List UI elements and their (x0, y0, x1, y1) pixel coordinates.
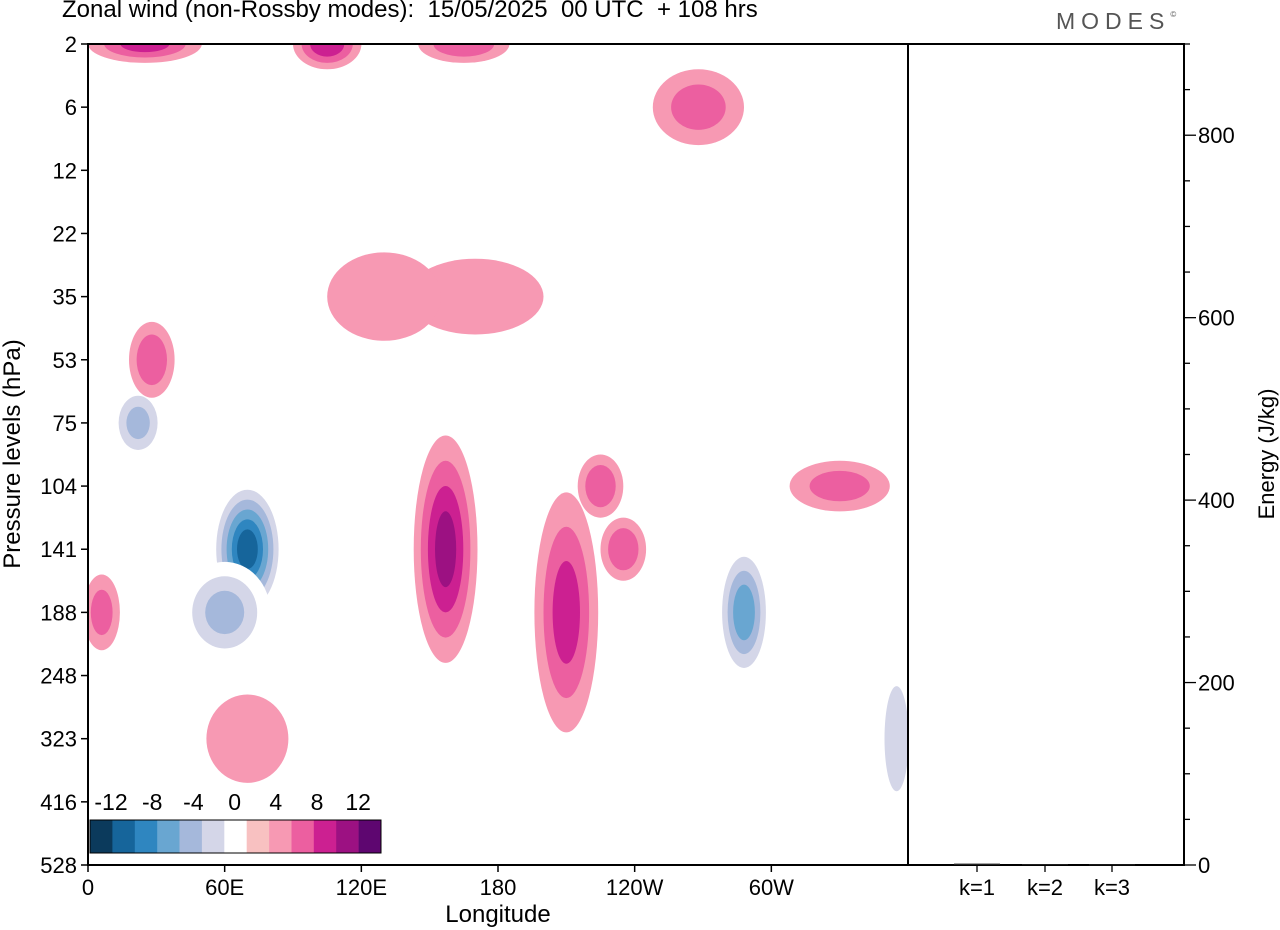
colorbar-tick-label: -12 (94, 789, 127, 815)
modes-logo: MODES© (1056, 8, 1176, 35)
colorbar-swatch (157, 820, 180, 853)
energy-bar (1022, 864, 1068, 866)
x-axis-label: Longitude (445, 901, 550, 928)
heatmap-contour-15-2 (310, 44, 345, 57)
energy-tick-label: 0 (1198, 853, 1210, 878)
y-tick-label: 104 (40, 474, 77, 499)
colorbar-swatch (201, 820, 225, 853)
energy-bar-chart: 0 200 400 600 800 k=1 k=2 k=3 (907, 43, 1235, 900)
heatmap-contour-2-3 (733, 584, 755, 641)
energy-axis-label: Energy (J/kg) (1254, 389, 1279, 520)
y-tick-label: 2 (65, 32, 77, 57)
y-tick-label: 35 (53, 285, 77, 310)
heatmap-contour-16-1 (433, 44, 495, 57)
heatmap-contour-17-0 (206, 694, 289, 783)
colorbar-tick-label: 12 (345, 789, 371, 815)
energy-frame (907, 43, 1185, 866)
y-tick-label: 528 (40, 853, 77, 878)
y-tick-label: 416 (40, 790, 77, 815)
y-tick-label: 75 (53, 411, 77, 436)
heatmap-contour-5-2 (552, 561, 580, 664)
colorbar-tick-label: 8 (311, 789, 324, 815)
energy-bar (1089, 864, 1135, 866)
energy-tick-label: 400 (1198, 488, 1235, 513)
colorbar-swatch (90, 820, 113, 853)
energy-tick-label: 200 (1198, 671, 1235, 696)
heatmap-contour-4-3 (435, 511, 457, 588)
heatmap-contour-0-5 (237, 529, 258, 569)
colorbar-swatch (313, 820, 337, 853)
energy-category-label: k=3 (1094, 875, 1130, 900)
x-tick-label: 120W (606, 875, 664, 900)
colorbar-swatch (134, 820, 158, 853)
energy-category-label: k=2 (1027, 875, 1063, 900)
colorbar-swatch (224, 820, 247, 853)
heatmap-contour-1-2 (205, 590, 245, 635)
x-tick-label: 60W (749, 875, 794, 900)
heatmap-contour-8-1 (585, 465, 616, 508)
y-tick-label: 53 (53, 348, 77, 373)
colorbar-tick-label: 0 (228, 789, 241, 815)
y-tick-label: 12 (53, 158, 77, 183)
colorbar-frame (89, 819, 382, 854)
y-tick-label: 323 (40, 727, 77, 752)
energy-tick-label: 800 (1198, 123, 1235, 148)
heatmap-contour-6-1 (90, 589, 113, 636)
y-tick-label: 248 (40, 664, 77, 689)
heatmap-contour-9-1 (608, 528, 639, 571)
y-tick-label: 6 (65, 95, 77, 120)
energy-category-label: k=1 (959, 875, 995, 900)
x-tick-label: 60E (205, 875, 244, 900)
y-tick-label: 141 (40, 537, 77, 562)
x-tick-label: 120E (336, 875, 387, 900)
colorbar-tick-label: -8 (142, 789, 162, 815)
y-tick-label: 188 (40, 600, 77, 625)
colorbar-swatch (179, 820, 203, 853)
colorbar-swatch (112, 820, 136, 853)
heatmap-contour-14-2 (120, 44, 170, 53)
colorbar-swatch (336, 820, 359, 853)
heatmap-contour-13-0 (327, 252, 441, 341)
energy-tick-label: 600 (1198, 306, 1235, 331)
colorbar-tick-label: 4 (269, 789, 282, 815)
chart-title: Zonal wind (non-Rossby modes): 15/05/202… (62, 0, 758, 23)
colorbar-swatch (358, 820, 382, 853)
colorbar-swatch (269, 820, 292, 853)
x-tick-label: 0 (82, 875, 94, 900)
logo-mark: © (1170, 10, 1177, 19)
heatmap-contour-12-0 (406, 258, 544, 335)
logo-text: MODES (1056, 8, 1171, 34)
energy-bar (954, 863, 1000, 865)
heatmap-contour-11-1 (671, 84, 726, 130)
heatmap-contour-10-1 (809, 470, 870, 502)
heatmap-field (88, 44, 908, 818)
x-tick-label: 180 (480, 875, 517, 900)
colorbar-tick-label: -4 (183, 789, 204, 815)
colorbar-swatch (246, 820, 270, 853)
colorbar: -12 -8 -4 0 4 8 12 (89, 783, 383, 859)
heatmap-contour-7-1 (136, 334, 167, 386)
y-tick-label: 22 (53, 221, 77, 246)
colorbar-swatch (291, 820, 315, 853)
heatmap-contour-3-2 (126, 406, 150, 440)
heatmap-contour-18-1 (884, 686, 908, 792)
y-axis-label: Pressure levels (hPa) (0, 339, 26, 568)
